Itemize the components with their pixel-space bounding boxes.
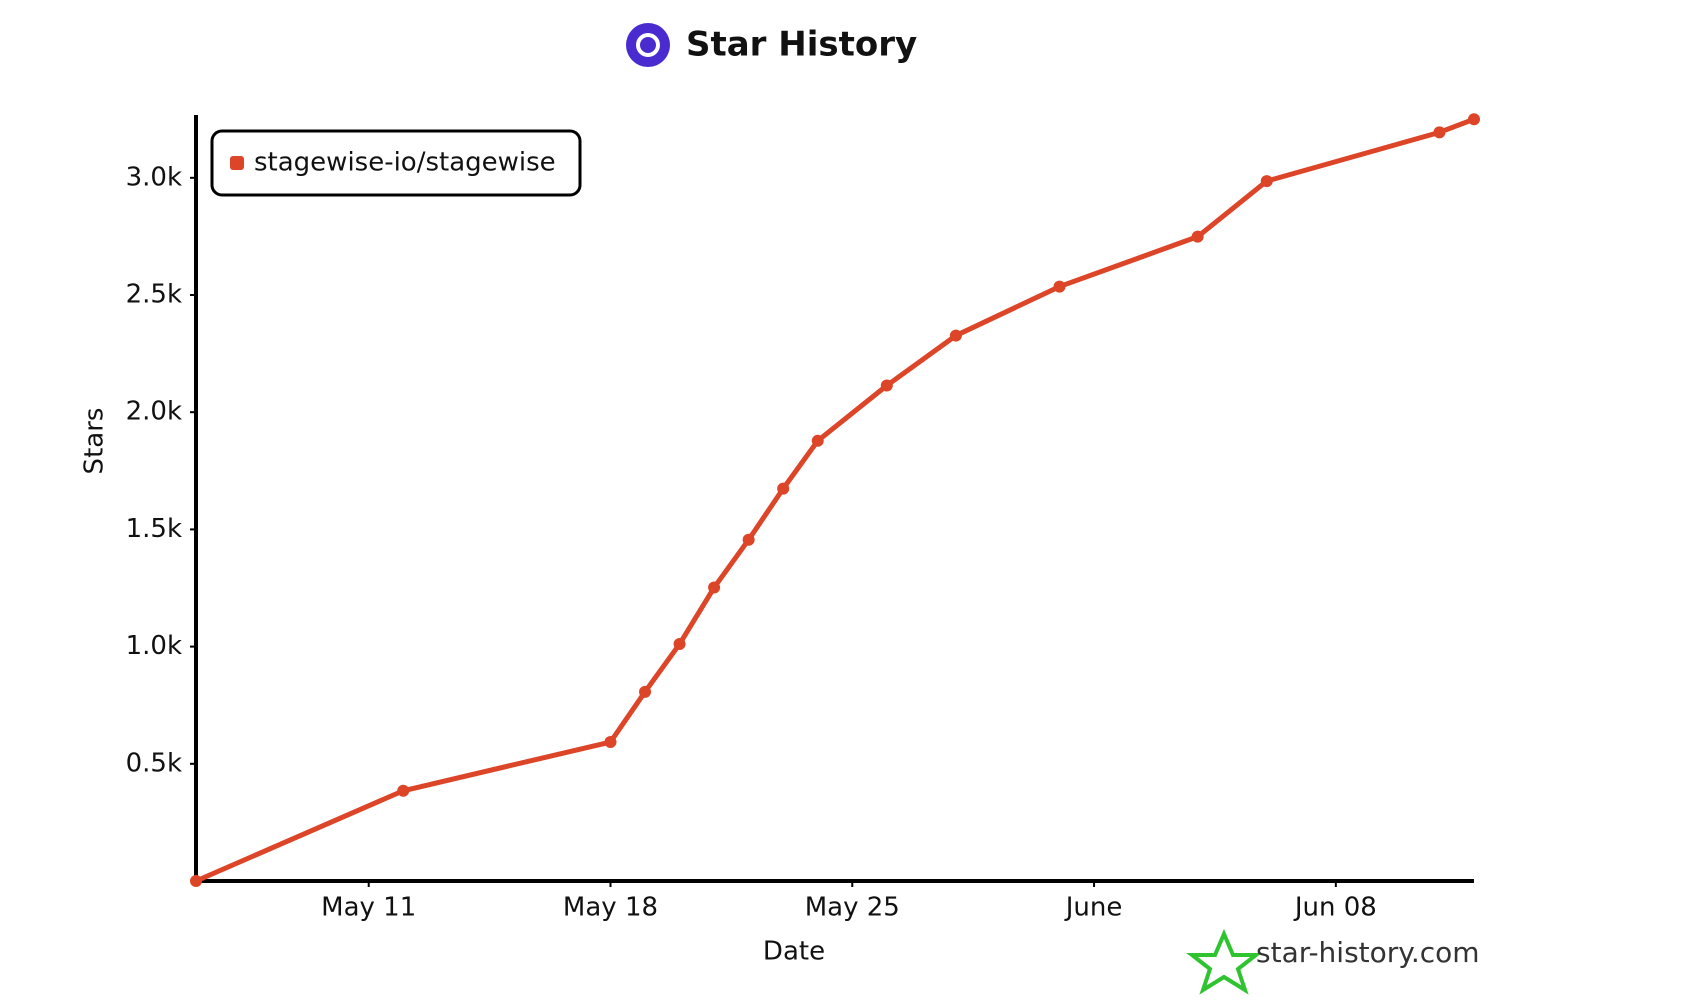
data-point bbox=[742, 533, 755, 546]
chart-title: Star History bbox=[686, 25, 917, 65]
watermark-icon bbox=[1186, 928, 1262, 995]
y-tick-label: 3.0k bbox=[126, 162, 182, 192]
x-tick-label: May 25 bbox=[805, 893, 900, 923]
y-tick-label: 1.0k bbox=[126, 631, 182, 661]
y-tick-label: 1.5k bbox=[126, 514, 182, 544]
legend-box bbox=[210, 129, 582, 197]
data-point bbox=[397, 784, 410, 797]
data-point bbox=[949, 329, 962, 342]
data-point bbox=[639, 685, 652, 698]
data-point bbox=[811, 434, 824, 447]
data-point bbox=[673, 638, 686, 651]
data-point bbox=[1468, 113, 1480, 126]
x-tick-label: May 11 bbox=[321, 893, 416, 923]
data-point bbox=[1433, 126, 1446, 139]
y-tick-label: 2.5k bbox=[126, 280, 182, 310]
x-tick-label: Jun 08 bbox=[1293, 893, 1377, 923]
x-axis-label: Date bbox=[763, 937, 825, 967]
data-point bbox=[1260, 175, 1273, 188]
data-point bbox=[777, 482, 790, 495]
y-tick-label: 2.0k bbox=[126, 397, 182, 427]
data-point bbox=[190, 875, 202, 887]
x-tick-label: June bbox=[1064, 893, 1123, 923]
legend-label: stagewise-io/stagewise bbox=[254, 148, 556, 178]
x-tick-label: May 18 bbox=[563, 893, 658, 923]
data-point bbox=[1053, 280, 1066, 293]
logo bbox=[626, 23, 670, 67]
data-point bbox=[708, 581, 721, 594]
series-line bbox=[193, 116, 1477, 884]
legend-swatch bbox=[230, 156, 244, 170]
y-axis-label: Stars bbox=[80, 408, 110, 475]
watermark: star-history.com bbox=[1256, 936, 1480, 969]
data-point bbox=[604, 736, 617, 749]
data-point bbox=[1191, 230, 1204, 243]
data-point bbox=[880, 379, 893, 392]
y-tick-label: 0.5k bbox=[126, 748, 182, 778]
